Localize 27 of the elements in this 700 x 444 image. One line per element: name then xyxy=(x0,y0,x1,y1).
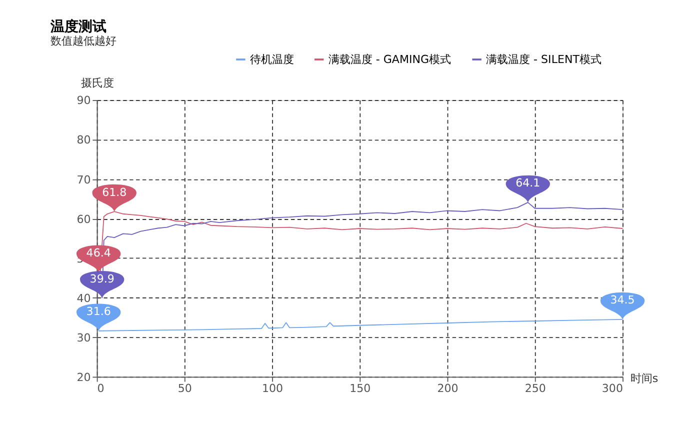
x-tick-label: 50 xyxy=(178,382,192,395)
x-tick-label: 250 xyxy=(524,382,546,395)
y-tick-label: 20 xyxy=(76,370,91,384)
legend-label: 待机温度 xyxy=(250,53,294,66)
annotation: 39.9 xyxy=(90,272,114,286)
x-tick-label: 100 xyxy=(262,382,284,395)
legend-label: 满载温度 - GAMING模式 xyxy=(328,53,452,66)
annotation: 64.1 xyxy=(516,176,540,190)
annotation: 46.4 xyxy=(86,246,111,260)
x-axis-title: 时间s xyxy=(630,372,658,385)
y-tick-label: 40 xyxy=(76,292,91,305)
y-tick-label: 30 xyxy=(76,331,91,344)
y-tick-label: 70 xyxy=(76,173,91,186)
y-axis-title: 摄氏度 xyxy=(80,76,114,90)
x-tick-label: 300 xyxy=(602,382,623,395)
x-tick-label: 150 xyxy=(350,382,371,395)
y-tick-label: 80 xyxy=(76,134,91,147)
x-tick-label: 200 xyxy=(437,382,458,395)
chart-title: 温度测试 xyxy=(50,18,107,35)
annotation: 34.5 xyxy=(610,294,635,307)
x-tick-label: 0 xyxy=(97,382,104,395)
annotation: 61.8 xyxy=(102,186,127,199)
y-tick-label: 60 xyxy=(76,212,91,226)
annotation: 31.6 xyxy=(86,305,111,318)
y-tick-label: 90 xyxy=(76,94,91,108)
legend-label: 满载温度 - SILENT模式 xyxy=(486,53,602,66)
chart-subtitle: 数值越低越好 xyxy=(50,34,117,48)
